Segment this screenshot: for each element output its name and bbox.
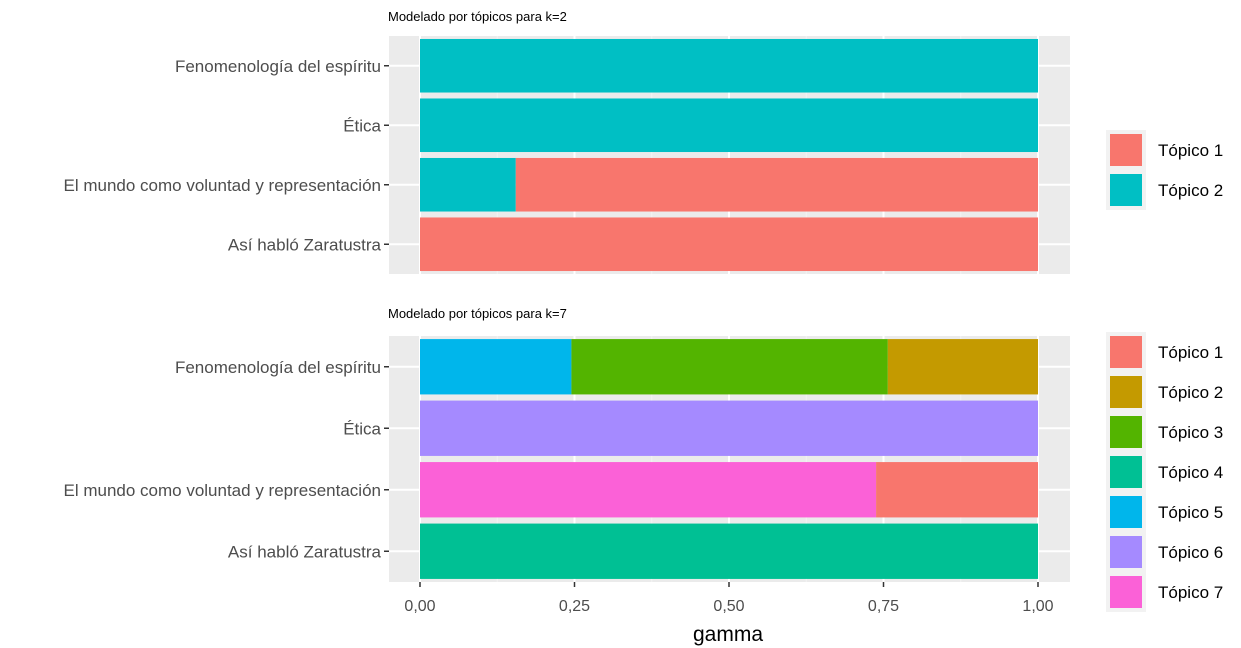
legend-label: Tópico 2 — [1158, 181, 1223, 200]
y-tick-label: El mundo como voluntad y representación — [63, 481, 381, 500]
legend-swatch — [1110, 376, 1142, 408]
legend-label: Tópico 1 — [1158, 343, 1223, 362]
bar-segment — [876, 462, 1038, 518]
y-tick-label: Así habló Zaratustra — [228, 542, 382, 561]
legend-swatch — [1110, 456, 1142, 488]
legend-swatch — [1110, 336, 1142, 368]
y-axis-labels: Fenomenología del espíritu Ética El mundo … — [63, 57, 389, 254]
bar-segment — [420, 38, 1038, 93]
legend-k7: Tópico 1 Tópico 2 Tópico 3 Tópico 4 Tópico 5… — [1106, 332, 1223, 612]
y-tick-label: Así habló Zaratustra — [228, 235, 382, 254]
bar-segment — [420, 462, 877, 518]
legend-swatch — [1110, 174, 1142, 206]
bar-segment — [887, 339, 1038, 395]
bar-segment — [515, 157, 1038, 212]
bar-segment — [571, 339, 888, 395]
legend-swatch — [1110, 496, 1142, 528]
legend-label: Tópico 3 — [1158, 423, 1223, 442]
bar-segment — [420, 98, 1038, 153]
bar-segment — [420, 523, 1038, 579]
legend-label: Tópico 1 — [1158, 141, 1223, 160]
legend-swatch — [1110, 134, 1142, 166]
legend-swatch — [1110, 536, 1142, 568]
y-tick-label: Ética — [343, 116, 381, 135]
panel-k7: Modelado por tópicos para k=7 Fenomenolo… — [63, 306, 1223, 615]
bars — [420, 38, 1038, 272]
bars — [420, 339, 1038, 579]
legend-label: Tópico 4 — [1158, 463, 1223, 482]
panel-title-k7: Modelado por tópicos para k=7 — [388, 306, 567, 321]
x-tick-label: 1,00 — [1022, 598, 1053, 615]
x-axis-title: gamma — [693, 623, 763, 646]
bar-segment — [420, 400, 1038, 456]
x-tick-label: 0,50 — [713, 598, 744, 615]
x-tick-label: 0,25 — [559, 598, 590, 615]
y-tick-label: Ética — [343, 419, 381, 438]
x-tick-label: 0,75 — [868, 598, 899, 615]
y-tick-label: El mundo como voluntad y representación — [63, 176, 381, 195]
y-tick-label: Fenomenología del espíritu — [175, 358, 381, 377]
legend-label: Tópico 5 — [1158, 503, 1223, 522]
legend-k2: Tópico 1 Tópico 2 — [1106, 130, 1223, 210]
legend-swatch — [1110, 416, 1142, 448]
x-axis-ticks: 0,00 0,25 0,50 0,75 1,00 — [404, 582, 1054, 615]
legend-swatch — [1110, 576, 1142, 608]
y-axis-labels: Fenomenología del espíritu Ética El mundo … — [63, 358, 389, 561]
legend-label: Tópico 6 — [1158, 543, 1223, 562]
bar-segment — [420, 339, 572, 395]
panel-title-k2: Modelado por tópicos para k=2 — [388, 9, 567, 24]
legend-label: Tópico 7 — [1158, 583, 1223, 602]
bar-segment — [420, 217, 1038, 272]
panel-k2: Modelado por tópicos para k=2 Fenomenolo… — [63, 9, 1223, 274]
bar-segment — [420, 157, 516, 212]
x-tick-label: 0,00 — [404, 598, 435, 615]
y-tick-label: Fenomenología del espíritu — [175, 57, 381, 76]
legend-label: Tópico 2 — [1158, 383, 1223, 402]
